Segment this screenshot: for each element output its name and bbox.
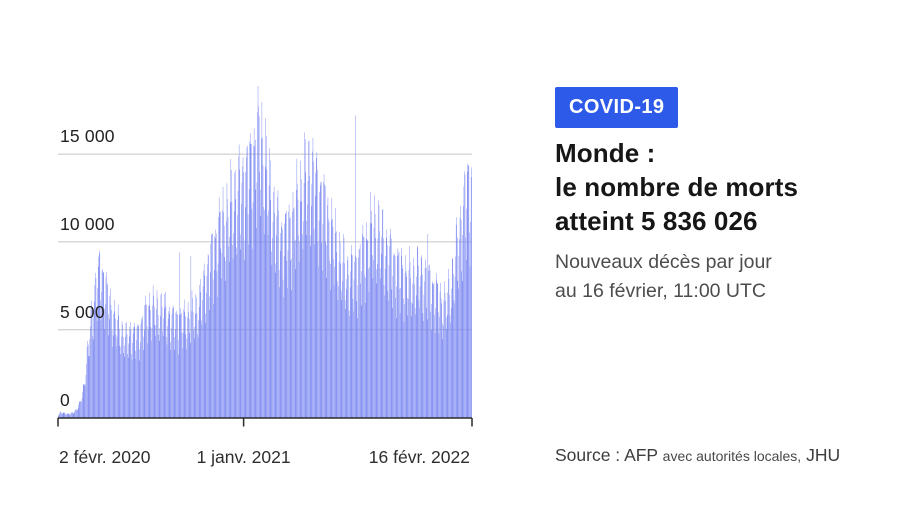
headline-line-1: Monde : [555, 138, 656, 168]
chart-subtitle: Nouveaux décès par jour au 16 février, 1… [555, 248, 905, 306]
source-suffix: JHU [806, 445, 841, 465]
source-detail: avec autorités locales, [662, 448, 802, 464]
daily-death-bars [58, 86, 472, 419]
x-axis-label-1: 1 janv. 2021 [196, 447, 291, 467]
headline-title: Monde : le nombre de morts atteint 5 836… [555, 136, 905, 238]
headline-line-3: atteint 5 836 026 [555, 206, 758, 236]
y-axis-label-0: 0 [60, 390, 70, 410]
y-axis-label-10000: 10 000 [60, 214, 115, 234]
x-axis-label-0: 2 févr. 2020 [59, 447, 151, 467]
headline-line-2: le nombre de morts [555, 172, 799, 202]
subtitle-line-1: Nouveaux décès par jour [555, 251, 772, 273]
covid-badge: COVID-19 [555, 87, 679, 128]
y-axis-label-15000: 15 000 [60, 126, 115, 146]
source-prefix: Source : AFP [555, 445, 658, 465]
source-line: Source : AFP avec autorités locales, JHU [555, 445, 911, 466]
x-axis-label-2: 16 févr. 2022 [368, 447, 470, 467]
y-axis-label-5000: 5 000 [60, 302, 105, 322]
subtitle-line-2: au 16 février, 11:00 UTC [555, 280, 766, 302]
